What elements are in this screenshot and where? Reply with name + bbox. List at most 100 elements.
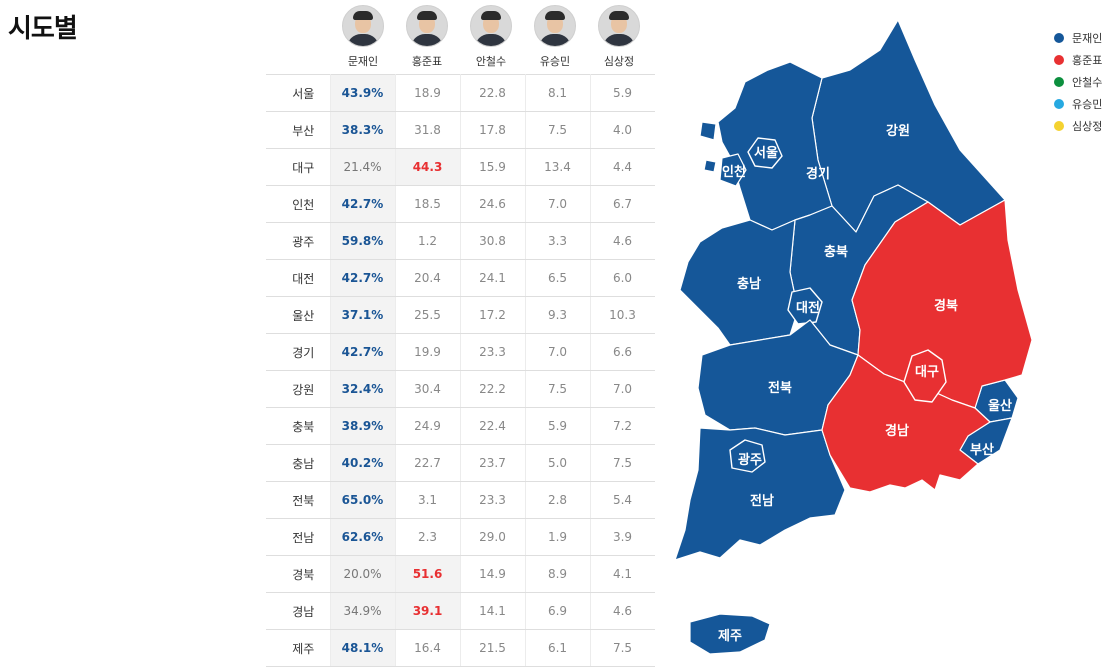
vote-share-cell: 3.9 [590,518,655,556]
vote-share-cell: 43.9% [330,74,396,112]
table-row: 인천 42.7% 18.5 24.6 7.0 6.7 [266,185,655,223]
map-region-daegu[interactable] [903,349,947,403]
candidate-ahn: 안철수 [459,5,523,69]
avatar [406,5,448,47]
map-label-gyeongnam: 경남 [885,423,909,439]
avatar [534,5,576,47]
vote-share-cell: 38.9% [330,407,396,445]
vote-share-cell: 7.0 [525,185,591,223]
region-name: 인천 [266,185,331,223]
legend-label: 홍준표 [1072,54,1103,67]
region-name: 강원 [266,370,331,408]
map-region-jeonnam[interactable] [674,427,846,561]
vote-share-cell: 7.5 [590,629,655,667]
vote-share-cell: 7.5 [590,444,655,482]
map-label-daegu: 대구 [915,365,939,380]
table-row: 충북 38.9% 24.9 22.4 5.9 7.2 [266,407,655,445]
vote-share-cell: 1.9 [525,518,591,556]
map-region-seoul[interactable] [747,137,783,169]
vote-share-cell: 9.3 [525,296,591,334]
table-row: 전남 62.6% 2.3 29.0 1.9 3.9 [266,518,655,556]
vote-share-cell: 59.8% [330,222,396,260]
region-name: 울산 [266,296,331,334]
region-name: 서울 [266,74,331,112]
map-region-gwangju[interactable] [729,439,766,473]
vote-share-cell: 3.3 [525,222,591,260]
table-row: 서울 43.9% 18.9 22.8 8.1 5.9 [266,74,655,112]
table-row: 충남 40.2% 22.7 23.7 5.0 7.5 [266,444,655,482]
legend-label: 유승민 [1072,98,1103,111]
table-row: 전북 65.0% 3.1 23.3 2.8 5.4 [266,481,655,519]
vote-share-cell: 42.7% [330,259,396,297]
vote-share-cell: 48.1% [330,629,396,667]
vote-share-cell: 37.1% [330,296,396,334]
candidate-name: 문재인 [347,55,379,68]
map-label-jeonnam: 전남 [750,493,774,509]
map-label-chungnam: 충남 [737,276,761,292]
vote-share-cell: 24.1 [460,259,526,297]
candidate-yoo: 유승민 [523,5,587,69]
vote-share-cell: 4.0 [590,111,655,149]
vote-share-cell: 14.9 [460,555,526,593]
vote-share-cell: 5.9 [590,74,655,112]
vote-share-cell: 51.6 [395,555,461,593]
map-region-gyeongnam[interactable] [821,354,991,493]
table-row: 경북 20.0% 51.6 14.9 8.9 4.1 [266,555,655,593]
candidate-name: 심상정 [603,55,635,68]
vote-share-cell: 40.2% [330,444,396,482]
map-region-incheon-islands[interactable] [699,121,717,173]
vote-share-cell: 17.8 [460,111,526,149]
vote-share-cell: 30.4 [395,370,461,408]
vote-share-cell: 8.1 [525,74,591,112]
vote-share-cell: 13.4 [525,148,591,186]
vote-share-cell: 38.3% [330,111,396,149]
table-row: 제주 48.1% 16.4 21.5 6.1 7.5 [266,629,655,667]
vote-share-cell: 25.5 [395,296,461,334]
vote-share-cell: 22.2 [460,370,526,408]
vote-share-cell: 42.7% [330,185,396,223]
legend-label: 심상정 [1072,120,1103,133]
vote-share-cell: 4.4 [590,148,655,186]
region-name: 경남 [266,592,331,630]
vote-share-cell: 15.9 [460,148,526,186]
legend: 문재인 홍준표 안철수 유승민 심상정 [1054,27,1102,137]
vote-share-cell: 18.9 [395,74,461,112]
vote-share-cell: 17.2 [460,296,526,334]
candidate-name: 홍준표 [411,55,443,68]
map-region-daejeon[interactable] [787,287,823,325]
table-row: 대전 42.7% 20.4 24.1 6.5 6.0 [266,259,655,297]
table-row: 경남 34.9% 39.1 14.1 6.9 4.6 [266,592,655,630]
page-title: 시도별 [8,14,78,44]
region-name: 부산 [266,111,331,149]
map-label-gyeongbuk: 경북 [934,298,958,314]
region-name: 경기 [266,333,331,371]
vote-share-cell: 4.6 [590,592,655,630]
map-label-gyeonggi: 경기 [806,166,830,182]
vote-share-cell: 4.6 [590,222,655,260]
map-label-incheon: 인천 [722,164,746,180]
candidate-name: 유승민 [539,55,571,68]
table-row: 광주 59.8% 1.2 30.8 3.3 4.6 [266,222,655,260]
vote-share-cell: 18.5 [395,185,461,223]
map-label-jeonbuk: 전북 [768,380,792,396]
vote-share-cell: 14.1 [460,592,526,630]
legend-item: 유승민 [1054,93,1102,115]
vote-share-cell: 3.1 [395,481,461,519]
vote-share-cell: 30.8 [460,222,526,260]
map-region-incheon[interactable] [719,153,747,187]
avatar [342,5,384,47]
vote-share-cell: 2.8 [525,481,591,519]
legend-item: 문재인 [1054,27,1102,49]
vote-share-cell: 39.1 [395,592,461,630]
map-region-jeju[interactable] [689,613,771,655]
candidate-hong: 홍준표 [395,5,459,69]
map-label-jeju: 제주 [718,629,742,644]
map-label-gangwon: 강원 [886,123,910,139]
avatar [470,5,512,47]
avatar [598,5,640,47]
candidate-moon: 문재인 [331,5,395,69]
region-name: 전남 [266,518,331,556]
map-label-seoul: 서울 [754,145,778,161]
vote-share-cell: 5.9 [525,407,591,445]
vote-share-cell: 5.4 [590,481,655,519]
